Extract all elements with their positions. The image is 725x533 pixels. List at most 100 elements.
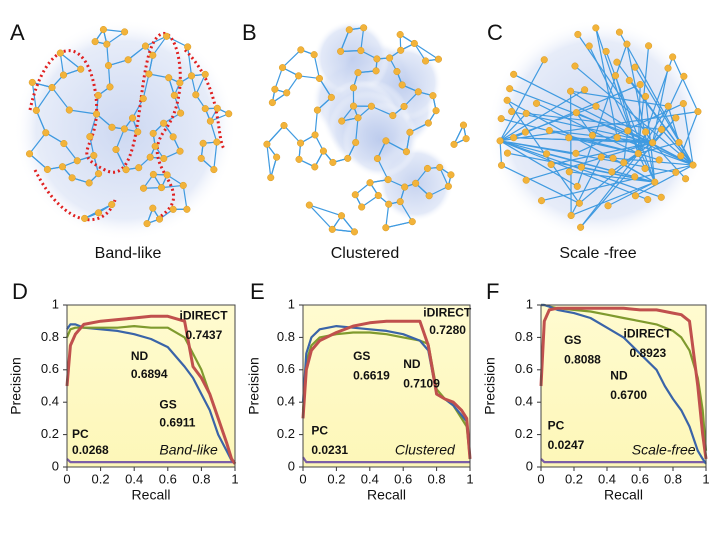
node <box>680 72 688 80</box>
node <box>422 57 430 65</box>
edge <box>574 65 694 166</box>
node <box>134 128 142 136</box>
node <box>213 104 221 112</box>
node <box>143 220 151 228</box>
node <box>305 201 313 209</box>
edge <box>145 35 167 47</box>
node <box>641 164 649 173</box>
edge <box>314 110 318 135</box>
node <box>496 137 504 145</box>
edge <box>580 117 677 228</box>
node <box>623 40 631 48</box>
node <box>169 205 177 213</box>
edge <box>588 45 656 183</box>
pr-curve <box>65 314 237 465</box>
node <box>327 93 335 101</box>
node <box>135 164 143 172</box>
edge <box>187 46 193 76</box>
node <box>283 89 291 97</box>
node <box>59 71 68 79</box>
node <box>602 47 610 55</box>
node <box>410 39 418 48</box>
node <box>613 58 621 66</box>
y-axis-label: Precision <box>482 357 498 415</box>
edge <box>195 74 206 96</box>
edge <box>127 45 146 61</box>
node <box>497 115 505 123</box>
series-label: ND <box>403 357 421 371</box>
node <box>94 209 103 217</box>
y-tick-label: 0 <box>288 458 295 473</box>
node <box>176 147 184 155</box>
edge <box>499 140 648 201</box>
edge <box>332 228 355 233</box>
node <box>213 138 221 146</box>
node <box>295 155 303 163</box>
node <box>358 203 366 211</box>
node <box>91 38 99 46</box>
x-axis-label: Recall <box>367 487 406 503</box>
node <box>436 163 444 171</box>
node <box>573 182 581 190</box>
node <box>108 123 116 131</box>
x-axis-label: Recall <box>604 487 643 503</box>
series-label: iDIRECT <box>180 309 229 323</box>
node <box>338 117 346 125</box>
panel-letter: B <box>242 20 257 45</box>
node <box>337 212 346 220</box>
node <box>677 152 685 160</box>
y-tick-label: 1 <box>52 296 59 311</box>
node <box>106 83 114 91</box>
node <box>532 99 541 107</box>
auc-label: 0.6700 <box>610 388 647 402</box>
node <box>345 26 353 34</box>
node <box>373 154 382 163</box>
node <box>567 211 575 220</box>
node <box>210 166 218 174</box>
node <box>354 69 362 77</box>
node <box>184 43 192 51</box>
edge <box>570 91 572 216</box>
edge <box>607 181 656 207</box>
pr-curve <box>540 458 706 464</box>
edge <box>581 166 655 183</box>
node <box>295 72 303 80</box>
edge <box>63 143 78 162</box>
node <box>165 74 173 82</box>
edge <box>161 184 184 189</box>
plot-frame <box>302 304 471 468</box>
node <box>149 129 157 137</box>
node <box>357 47 365 55</box>
node <box>386 54 394 62</box>
node <box>157 184 166 192</box>
node <box>634 149 642 158</box>
edge <box>308 204 333 230</box>
node <box>351 191 359 199</box>
node <box>432 107 440 115</box>
node <box>192 91 200 99</box>
node <box>56 49 64 57</box>
node <box>521 128 529 136</box>
node <box>28 78 36 86</box>
edge <box>115 128 125 150</box>
node <box>545 127 553 135</box>
series-label: ND <box>131 349 149 363</box>
edge <box>371 105 394 117</box>
network-panels: A B C Band-like Clustered Scale -free <box>10 19 709 262</box>
node <box>577 223 585 231</box>
y-tick-label: 0.6 <box>277 361 295 376</box>
edge <box>652 142 687 180</box>
node <box>565 134 573 142</box>
pr-chart: F 0 0.2 0.4 0.6 0.8 1 0 0.2 0.4 0.6 0.8 1 Recall Preci… <box>482 279 710 503</box>
node <box>373 55 381 63</box>
network <box>14 19 236 241</box>
node <box>412 179 420 187</box>
node <box>163 171 171 179</box>
edge <box>115 149 127 170</box>
x-tick-label: 0.8 <box>428 471 446 486</box>
x-tick-label: 0.8 <box>192 471 210 486</box>
node <box>271 85 279 93</box>
edge <box>376 158 389 180</box>
node <box>128 114 137 122</box>
